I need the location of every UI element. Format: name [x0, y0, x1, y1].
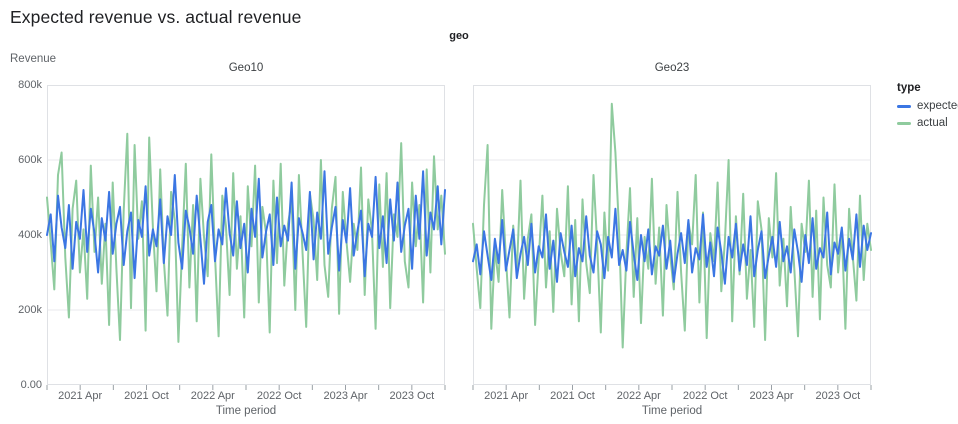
x-tick-label: 2023 Apr — [323, 390, 368, 402]
x-tick-label: 2021 Oct — [124, 390, 169, 402]
legend-label: actual — [917, 117, 948, 129]
line-chart-panel-geo10[interactable]: 2021 Apr 2021 Oct 2022 Apr 2022 Oct 2023 Apr… — [46, 85, 446, 417]
x-tick-label: 2021 Apr — [484, 390, 529, 402]
geo10-plot-surface[interactable] — [46, 85, 446, 390]
legend-label: expected — [917, 100, 958, 112]
line-chart-panel-geo23[interactable]: 2021 Apr 2021 Oct 2022 Apr 2022 Oct 2023 Apr… — [472, 85, 872, 417]
geo10-x-axis-title: Time period — [215, 405, 277, 417]
legend-item-expected[interactable]: expected — [897, 100, 958, 112]
x-tick-label: 2022 Oct — [682, 390, 728, 402]
legend-items: expected actual — [897, 100, 958, 129]
facet-field-label: geo — [449, 30, 469, 42]
series-line-expected-geo10[interactable] — [46, 170, 446, 285]
chart-title: Expected revenue vs. actual revenue — [10, 7, 302, 27]
facet-title-geo23: Geo23 — [654, 62, 690, 74]
geo10-x-tick-labels: 2021 Apr 2021 Oct 2022 Apr 2022 Oct 2023 Apr… — [47, 390, 445, 404]
y-axis-tick-labels: 800k 600k 400k 200k 0.00 — [0, 79, 42, 391]
y-tick-label: 0.00 — [20, 379, 42, 391]
facet-title-geo10: Geo10 — [228, 62, 264, 74]
x-tick-label: 2022 Apr — [190, 390, 235, 402]
x-tick-label: 2023 Oct — [389, 390, 435, 402]
legend-item-actual[interactable]: actual — [897, 117, 958, 129]
x-tick-label: 2021 Oct — [550, 390, 595, 402]
x-tick-label: 2021 Apr — [58, 390, 103, 402]
x-tick-label: 2023 Apr — [749, 390, 794, 402]
y-tick-label: 800k — [18, 79, 42, 91]
geo23-plot-surface[interactable] — [472, 85, 872, 390]
y-tick-label: 200k — [18, 304, 42, 316]
legend-title: type — [897, 82, 921, 94]
legend-swatch-expected — [897, 104, 911, 108]
x-tick-label: 2022 Apr — [616, 390, 661, 402]
legend: type expected actual — [897, 82, 958, 134]
legend-swatch-actual — [897, 121, 911, 125]
geo23-x-axis-title: Time period — [641, 405, 703, 417]
y-tick-label: 600k — [18, 154, 42, 166]
x-tick-label: 2023 Oct — [815, 390, 861, 402]
y-axis-title: Revenue — [10, 53, 57, 65]
y-tick-label: 400k — [18, 229, 42, 241]
series-line-expected-geo23[interactable] — [472, 207, 872, 285]
x-tick-label: 2022 Oct — [256, 390, 302, 402]
geo23-x-tick-labels: 2021 Apr 2021 Oct 2022 Apr 2022 Oct 2023 Apr… — [473, 390, 871, 404]
